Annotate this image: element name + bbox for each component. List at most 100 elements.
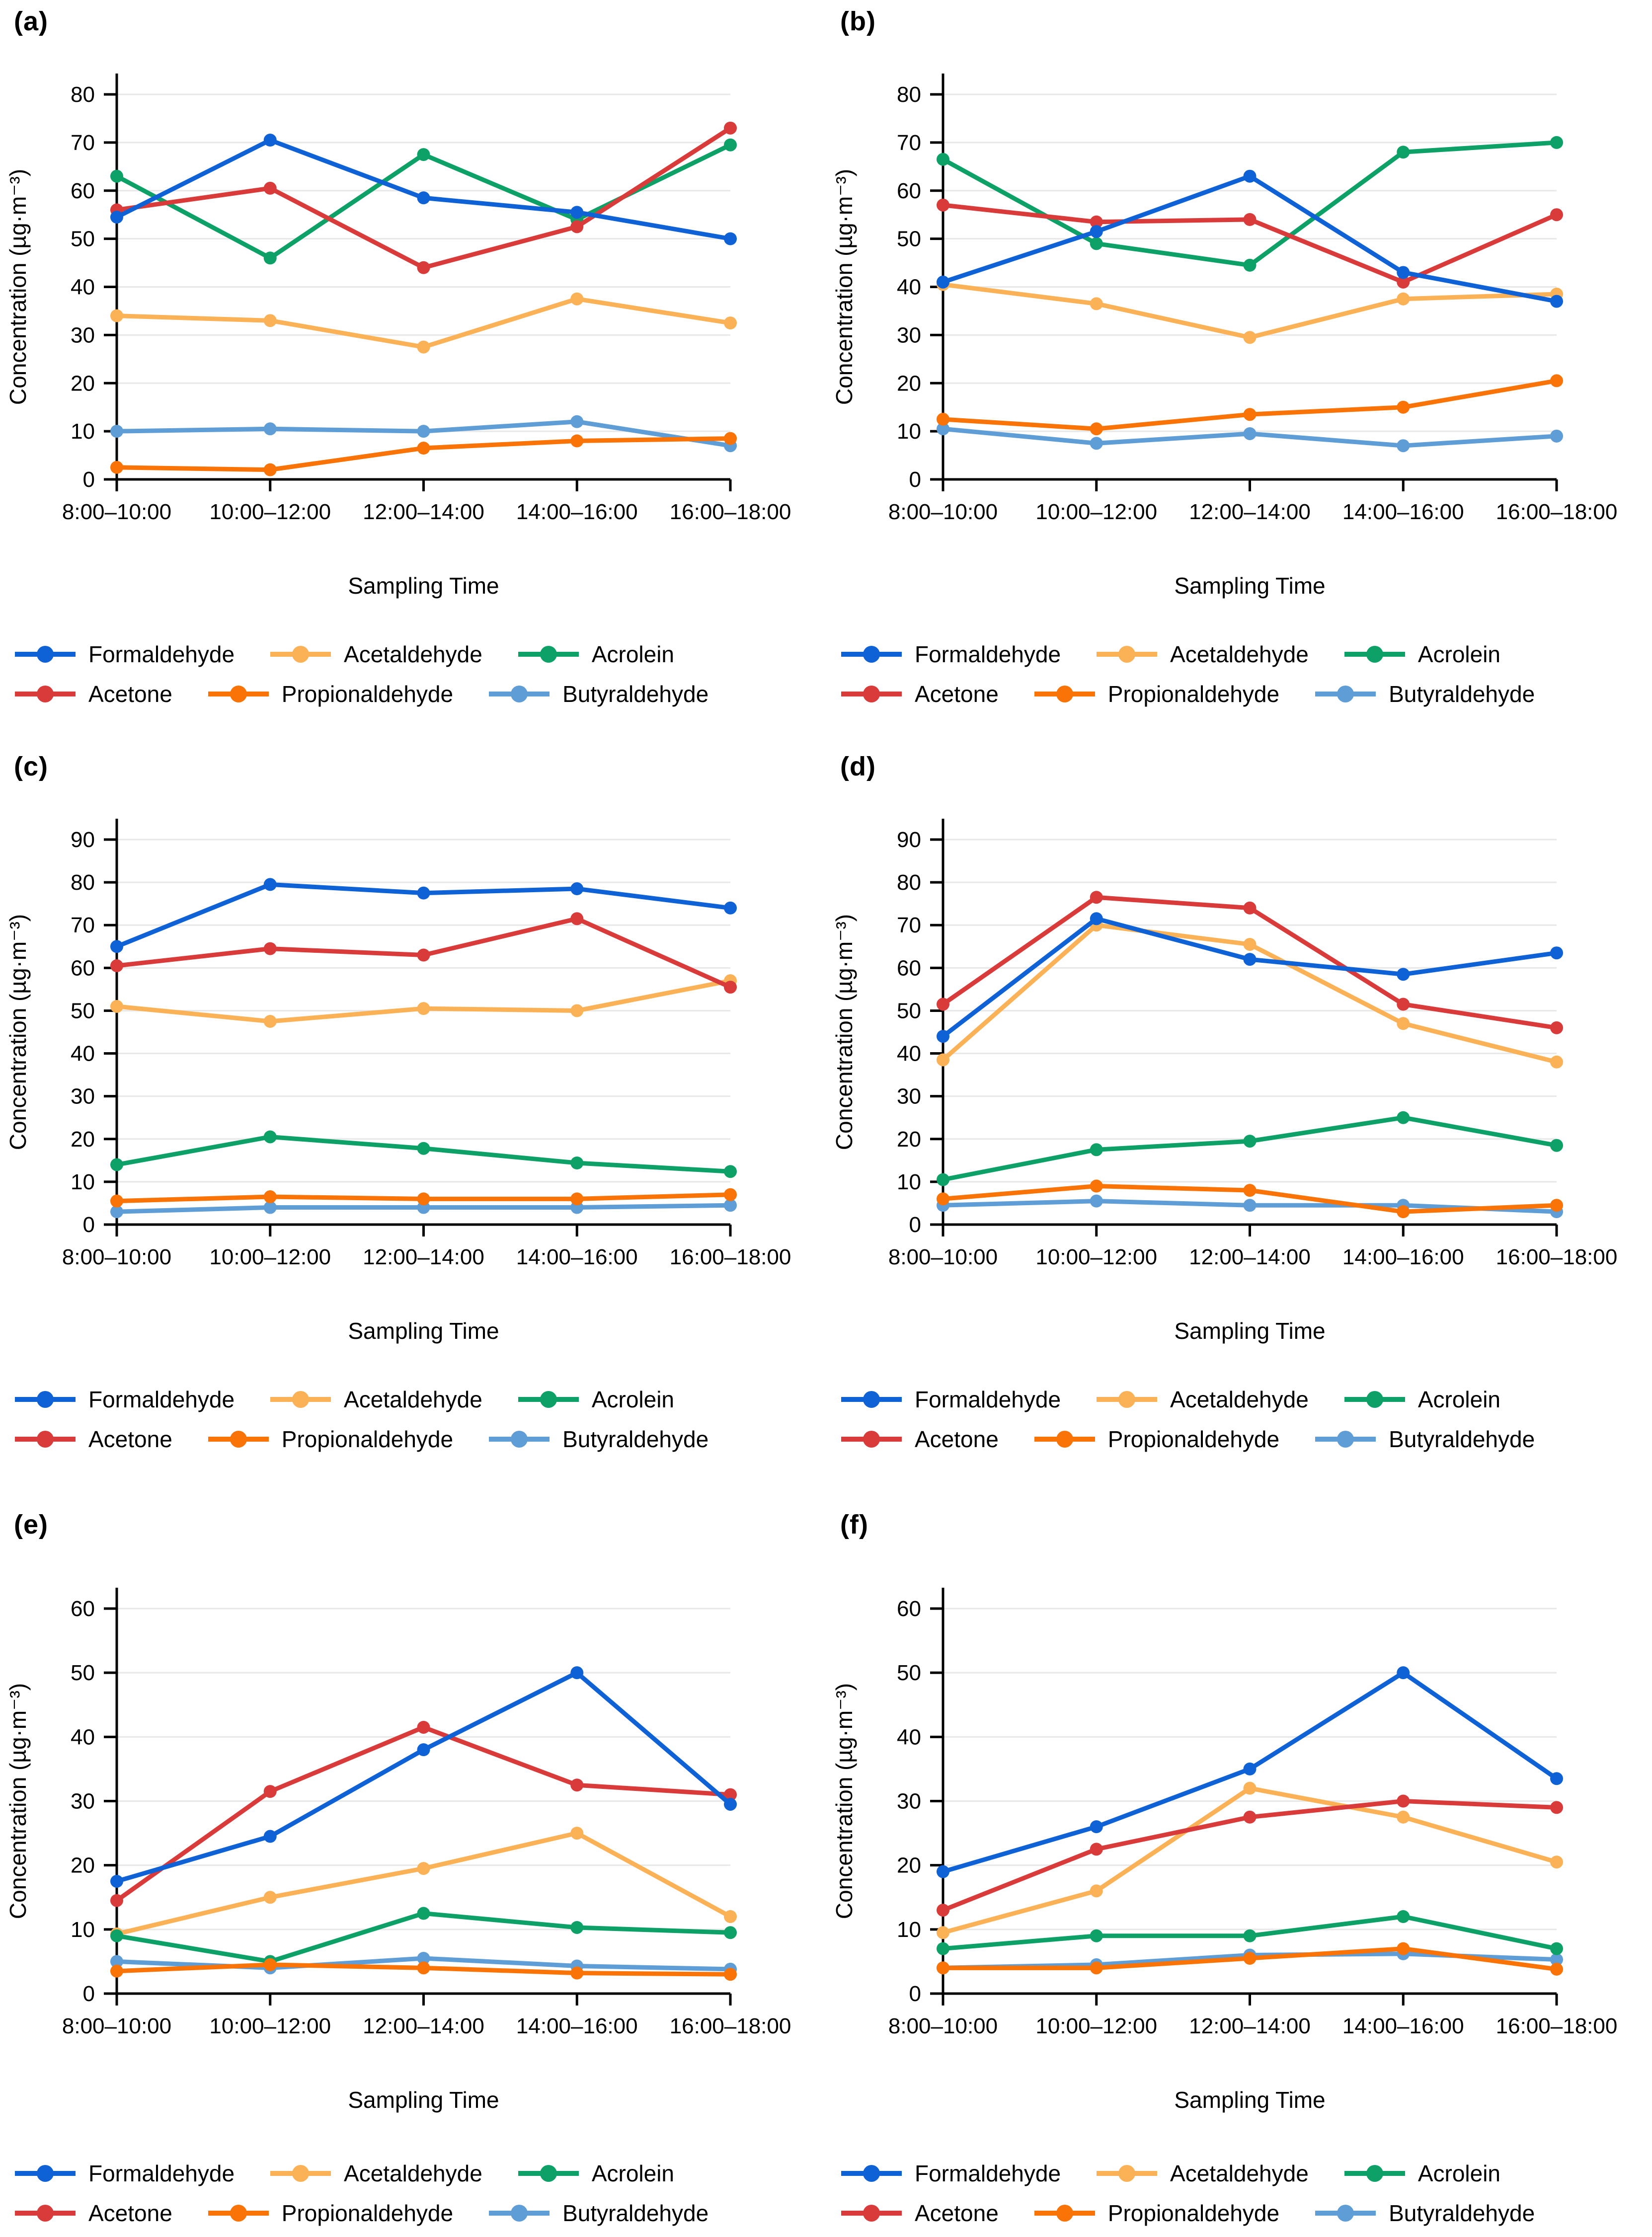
legend-row: Formaldehyde Acetaldehyde Acrolein [841, 641, 1535, 668]
series-point-acrolein [1090, 1929, 1103, 1942]
series-point-propionaldehyde [1243, 408, 1257, 421]
series-point-acetaldehyde [263, 1014, 277, 1028]
series-point-formaldehyde [110, 1874, 123, 1888]
x-axis-title: Sampling Time [348, 1318, 499, 1344]
legend-item-butyraldehyde: Butyraldehyde [1315, 681, 1535, 707]
legend-marker-acrolein-icon [518, 643, 579, 665]
series-point-formaldehyde [417, 886, 430, 900]
series-point-formaldehyde [1243, 169, 1257, 183]
panel-c: (c) 0 10 20 30 40 50 60 70 80 90 8:00–10:00 10:00–1… [0, 745, 826, 1490]
legend-marker-formaldehyde-icon [841, 1388, 902, 1410]
legend-label-acrolein: Acrolein [591, 2160, 675, 2186]
legend-marker-butyraldehyde-icon [1315, 2202, 1376, 2224]
line-chart-d: 0 10 20 30 40 50 60 70 80 90 8:00–10:00 10:00–12:00… [831, 819, 1617, 1269]
legend-label-butyraldehyde: Butyraldehyde [562, 2200, 709, 2226]
series-point-formaldehyde [724, 232, 737, 245]
series-point-acetaldehyde [417, 340, 430, 354]
legend-marker-formaldehyde-icon [841, 2162, 902, 2184]
y-tick-label: 0 [909, 1982, 921, 2006]
series-point-acetone [1090, 891, 1103, 904]
x-tick-label: 12:00–14:00 [1189, 1245, 1311, 1269]
legend-label-acrolein: Acrolein [1417, 2160, 1501, 2186]
legend-item-acetaldehyde: Acetaldehyde [270, 2160, 482, 2187]
panel-label-a: (a) [14, 6, 48, 36]
legend-label-acetone: Acetone [88, 2200, 172, 2226]
legend-label-formaldehyde: Formaldehyde [915, 2160, 1061, 2186]
y-tick-label: 70 [897, 913, 921, 937]
series-point-formaldehyde [1550, 946, 1563, 960]
y-tick-label: 40 [897, 275, 921, 300]
series-point-acetaldehyde [263, 1891, 277, 1904]
legend-row: Acetone Propionaldehyde Butyraldehyde [15, 681, 708, 707]
y-tick-label: 50 [71, 227, 95, 251]
legend-item-formaldehyde: Formaldehyde [841, 2160, 1061, 2187]
legend: Formaldehyde Acetaldehyde Acrolein Acetone P… [15, 1386, 708, 1453]
x-tick-label: 10:00–12:00 [1035, 1245, 1157, 1269]
series-point-formaldehyde [417, 1743, 430, 1757]
legend-marker-acrolein-icon [1344, 643, 1405, 665]
y-tick-label: 60 [897, 179, 921, 203]
legend-label-butyraldehyde: Butyraldehyde [1389, 681, 1535, 707]
y-tick-label: 40 [897, 1725, 921, 1749]
series-point-acrolein [110, 1158, 123, 1171]
y-axis-title: Concentration (µg·m⁻³) [5, 169, 31, 405]
x-axis-title: Sampling Time [348, 573, 499, 599]
y-tick-label: 20 [897, 1127, 921, 1152]
y-tick-label: 0 [909, 1213, 921, 1237]
y-tick-label: 80 [71, 82, 95, 107]
series-point-formaldehyde [570, 1666, 584, 1680]
legend-marker-acrolein-icon [1344, 1388, 1405, 1410]
legend-item-propionaldehyde: Propionaldehyde [208, 681, 453, 707]
series-point-formaldehyde [1090, 225, 1103, 238]
legend-marker-acetone-icon [841, 2202, 902, 2224]
x-tick-label: 10:00–12:00 [209, 500, 331, 524]
y-tick-label: 50 [71, 1661, 95, 1685]
x-tick-label: 16:00–18:00 [670, 500, 791, 524]
y-tick-label: 80 [71, 870, 95, 895]
legend-marker-acetaldehyde-icon [270, 643, 331, 665]
series-point-acrolein [570, 1157, 584, 1169]
x-tick-label: 10:00–12:00 [1035, 500, 1157, 524]
series-point-acetone [724, 121, 737, 135]
series-point-butyraldehyde [110, 1205, 123, 1219]
series-point-formaldehyde [937, 1030, 949, 1043]
y-tick-label: 20 [71, 1853, 95, 1878]
panel-label-b: (b) [840, 6, 876, 36]
legend-item-acetaldehyde: Acetaldehyde [270, 1386, 482, 1413]
legend-marker-acetone-icon [841, 1428, 902, 1450]
y-axis-title: Concentration (µg·m⁻³) [5, 914, 31, 1150]
series-point-propionaldehyde [110, 1194, 123, 1208]
series-point-acetone [570, 912, 584, 926]
series-point-propionaldehyde [1550, 374, 1563, 387]
series-point-formaldehyde [724, 901, 737, 915]
x-tick-label: 14:00–16:00 [1342, 2014, 1464, 2038]
series-point-acetone [263, 1785, 277, 1798]
series-point-propionaldehyde [724, 1968, 737, 1981]
legend-label-acetaldehyde: Acetaldehyde [344, 1387, 482, 1412]
y-tick-label: 10 [897, 419, 921, 444]
x-axis-title: Sampling Time [1174, 1318, 1326, 1344]
series-point-formaldehyde [570, 882, 584, 896]
line-chart-b: 0 10 20 30 40 50 60 70 80 8:00–10:00 10:00–12:00 12… [831, 74, 1617, 524]
y-tick-label: 30 [897, 1789, 921, 1814]
y-axis-title: Concentration (µg·m⁻³) [831, 914, 857, 1150]
series-point-formaldehyde [1243, 953, 1257, 966]
series-point-propionaldehyde [1243, 1184, 1257, 1197]
legend-item-acrolein: Acrolein [1344, 2160, 1500, 2187]
legend-row: Formaldehyde Acetaldehyde Acrolein [841, 1386, 1535, 1413]
series-point-acrolein [1243, 1135, 1257, 1148]
y-axis-title: Concentration (µg·m⁻³) [831, 1683, 857, 1919]
series-point-acetaldehyde [1090, 297, 1103, 310]
series-point-formaldehyde [263, 878, 277, 891]
series-line-formaldehyde [114, 1670, 733, 1884]
y-tick-label: 20 [71, 371, 95, 395]
series-point-acetaldehyde [1090, 1884, 1103, 1898]
series-point-acrolein [263, 1130, 277, 1144]
series-point-formaldehyde [110, 940, 123, 953]
series-line-acetaldehyde [114, 978, 733, 1024]
legend-row: Acetone Propionaldehyde Butyraldehyde [841, 2200, 1535, 2227]
legend-item-acetone: Acetone [15, 2200, 172, 2227]
legend-label-propionaldehyde: Propionaldehyde [281, 2200, 454, 2226]
line-chart-e: 0 10 20 30 40 50 60 8:00–10:00 10:00–12:00 12:00–… [5, 1588, 791, 2038]
series-point-acetone [570, 220, 584, 233]
